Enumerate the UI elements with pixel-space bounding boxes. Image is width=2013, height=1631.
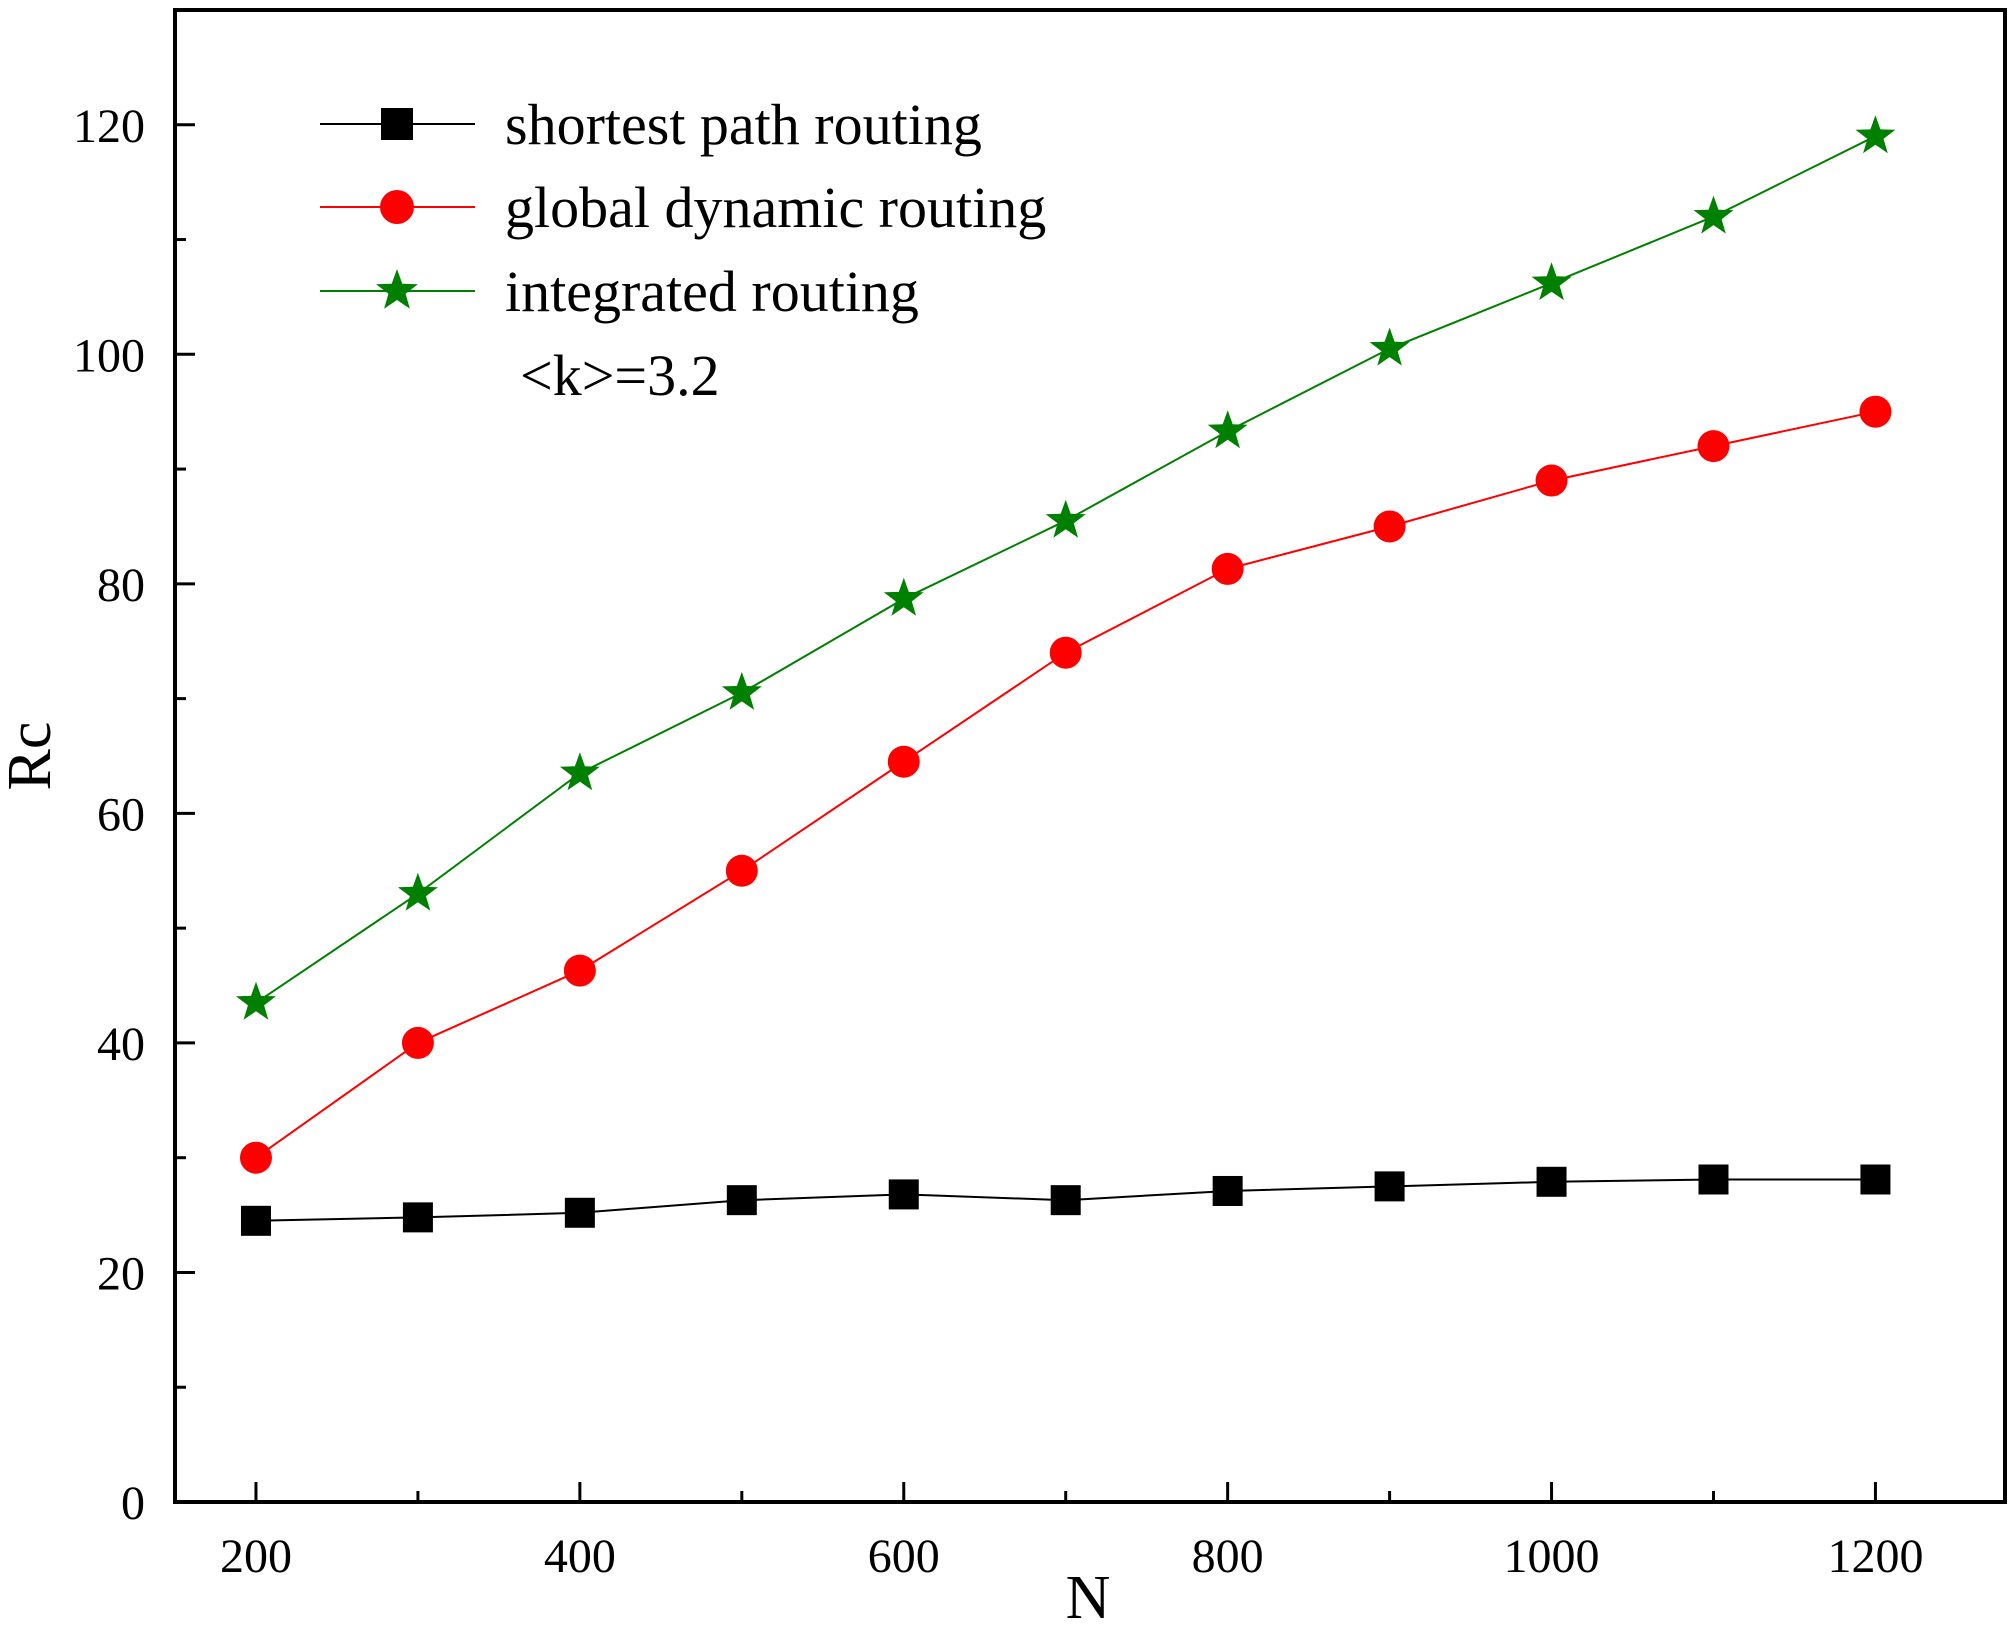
legend-entry-shortest-path: shortest path routing — [320, 92, 982, 157]
data-point-square — [1050, 1185, 1081, 1216]
data-point-circle — [1211, 552, 1244, 585]
data-point-circle — [1859, 395, 1892, 428]
y-tick-label: 0 — [121, 1477, 145, 1530]
legend-label: shortest path routing — [505, 92, 982, 157]
data-point-square — [402, 1202, 433, 1233]
data-point-circle — [1373, 510, 1406, 543]
data-point-square — [564, 1197, 595, 1228]
data-point-circle — [725, 854, 758, 887]
y-tick-label: 60 — [97, 788, 145, 841]
plot-frame — [173, 8, 2007, 1504]
data-point-circle — [401, 1026, 434, 1059]
data-point-square — [240, 1205, 271, 1236]
x-tick-label: 1200 — [1827, 1530, 1923, 1583]
square-marker-icon — [381, 108, 413, 140]
legend-entry-integrated: integrated routing — [320, 259, 919, 324]
data-point-square — [1698, 1164, 1729, 1195]
legend: shortest path routing global dynamic rou… — [320, 92, 1046, 408]
y-tick-label: 120 — [73, 100, 145, 153]
data-point-star — [397, 872, 438, 911]
x-tick-label: 800 — [1192, 1530, 1264, 1583]
data-point-circle — [1697, 430, 1730, 463]
y-tick-label: 40 — [97, 1018, 145, 1071]
series-star — [236, 115, 1896, 1020]
y-tick-label: 100 — [73, 329, 145, 382]
x-tick-label: 400 — [544, 1530, 616, 1583]
x-axis-title: N — [1066, 1564, 1111, 1631]
y-tick-label: 80 — [97, 559, 145, 612]
axis-ticks: 200 400 600 800 1000 1200 0 20 40 60 80 100 120 — [73, 100, 1923, 1583]
y-axis-title: Rc — [0, 722, 64, 791]
legend-annotation: <k>=3.2 — [520, 343, 720, 408]
data-point-square — [888, 1179, 919, 1210]
data-point-square — [1536, 1166, 1567, 1197]
series-circle — [239, 395, 1892, 1174]
circle-marker-icon — [380, 190, 414, 224]
data-point-star — [1207, 410, 1248, 449]
data-point-circle — [1535, 464, 1568, 497]
star-marker-icon — [376, 269, 418, 309]
data-point-star — [1369, 327, 1410, 366]
data-point-star — [1855, 115, 1896, 154]
data-point-star — [1693, 195, 1734, 234]
data-point-square — [1374, 1171, 1405, 1202]
data-point-square — [1212, 1175, 1243, 1206]
data-point-star — [1531, 262, 1572, 301]
y-tick-label: 20 — [97, 1247, 145, 1300]
data-point-circle — [563, 954, 596, 987]
data-point-circle — [887, 745, 920, 778]
data-point-square — [1860, 1164, 1891, 1195]
legend-entry-global-dynamic: global dynamic routing — [320, 175, 1046, 240]
x-tick-label: 1000 — [1504, 1530, 1600, 1583]
series-square — [240, 1164, 1891, 1236]
data-point-star — [559, 752, 600, 791]
legend-label: global dynamic routing — [505, 175, 1046, 240]
data-point-circle — [1049, 636, 1082, 669]
data-point-star — [236, 981, 276, 1020]
data-point-star — [883, 577, 924, 616]
x-tick-label: 600 — [868, 1530, 940, 1583]
data-point-square — [726, 1185, 757, 1216]
data-series — [236, 115, 1896, 1236]
legend-label: integrated routing — [505, 259, 919, 324]
data-point-star — [1045, 499, 1086, 538]
data-point-star — [721, 671, 762, 710]
data-point-circle — [239, 1141, 272, 1174]
x-tick-label: 200 — [220, 1530, 292, 1583]
